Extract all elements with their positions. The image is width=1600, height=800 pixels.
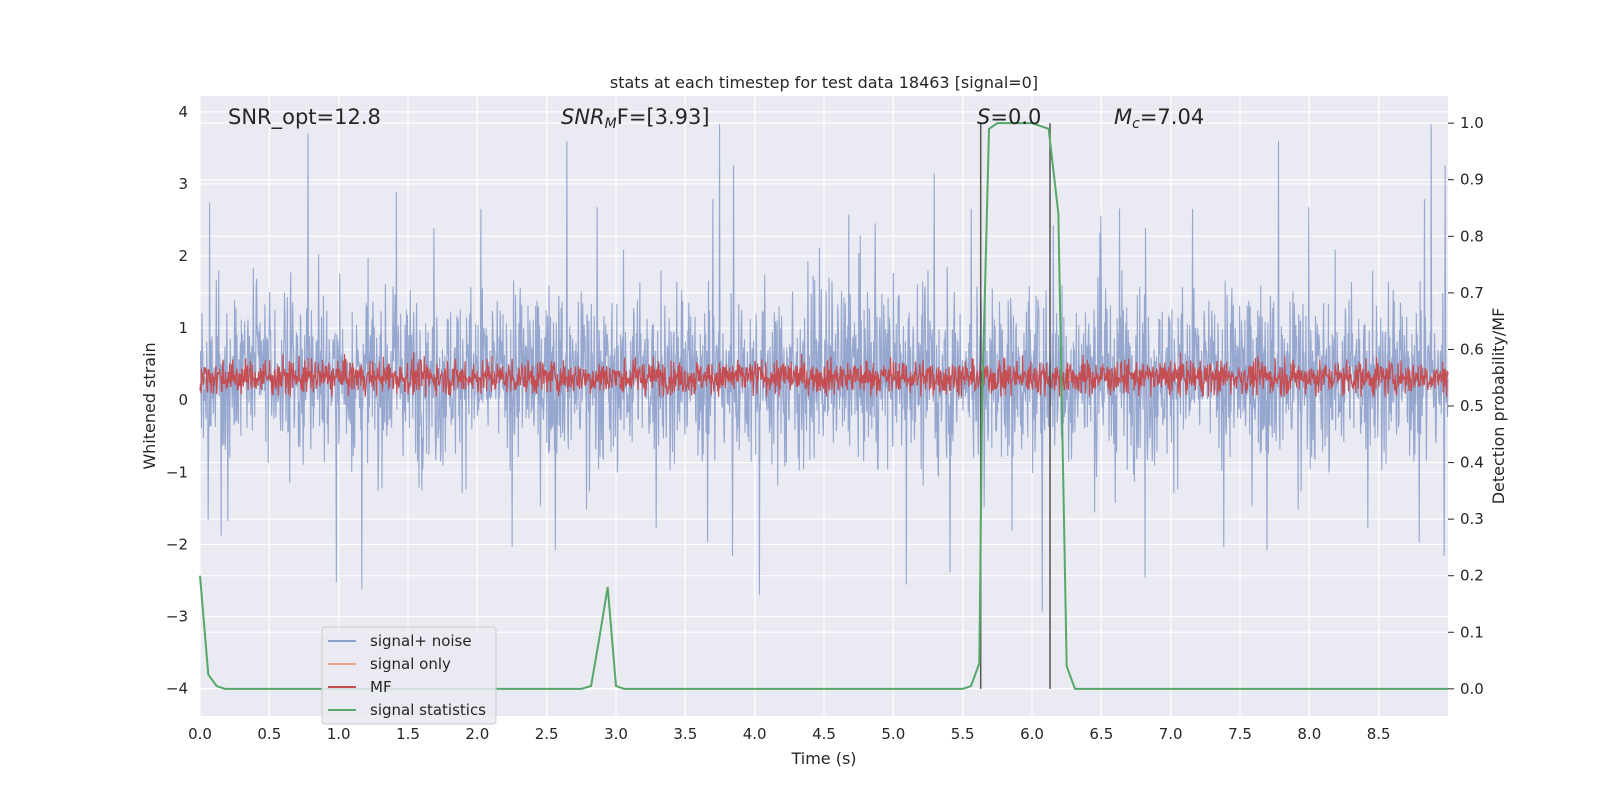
chart-title: stats at each timestep for test data 184…: [610, 73, 1038, 92]
y-axis-label: Whitened strain: [140, 342, 159, 469]
legend-label-signal-statistics: signal statistics: [370, 701, 486, 719]
y-right-tick-label: 0.5: [1460, 397, 1484, 415]
x-tick-label: 3.0: [604, 725, 628, 743]
y-right-tick-label: 0.0: [1460, 680, 1484, 698]
snr-mf-sub: M: [605, 116, 617, 132]
x-tick-label: 4.0: [743, 725, 767, 743]
y-right-tick-label: 0.4: [1460, 454, 1484, 472]
mc-main: M: [1114, 105, 1132, 129]
left-axis-ticks: 4 3 2 1 0 −1 −2 −3 −4: [166, 103, 188, 698]
snr-mf-main: SNR: [561, 105, 605, 129]
x-axis-label: Time (s): [790, 749, 856, 768]
y-right-tick-label: 1.0: [1460, 114, 1484, 132]
mf-series: [199, 352, 1449, 397]
y-right-tick-label: 0.9: [1460, 171, 1484, 189]
x-tick-label: 4.5: [812, 725, 836, 743]
x-tick-label: 5.5: [951, 725, 975, 743]
x-tick-label: 1.5: [396, 725, 420, 743]
x-tick-label: 5.0: [881, 725, 905, 743]
x-tick-label: 3.5: [673, 725, 697, 743]
y-tick-label: 2: [178, 247, 188, 265]
y-right-tick-label: 0.6: [1460, 340, 1484, 358]
right-axis-ticks: 1.0 0.9 0.8 0.7 0.6 0.5 0.4 0.3 0.2 0.1 0.0: [1448, 114, 1484, 698]
x-tick-label: 2.5: [535, 725, 559, 743]
x-tick-label: 0.5: [257, 725, 281, 743]
y-right-tick-label: 0.2: [1460, 567, 1484, 585]
x-tick-label: 6.5: [1089, 725, 1113, 743]
x-tick-label: 6.0: [1020, 725, 1044, 743]
y-tick-label: −3: [166, 608, 188, 626]
y-tick-label: −4: [166, 680, 188, 698]
legend-box: [321, 626, 497, 725]
y-right-tick-label: 0.8: [1460, 227, 1484, 245]
s-main: S: [977, 105, 990, 129]
x-axis-ticks: 0.0 0.5 1.0 1.5 2.0 2.5 3.0 3.5 4.0 4.5 5.0 5.5 6.0 6…: [188, 725, 1391, 743]
y-right-axis-label: Detection probability/MF: [1489, 308, 1508, 505]
x-tick-label: 2.0: [465, 725, 489, 743]
y-tick-label: 4: [178, 103, 188, 121]
y-right-tick-label: 0.3: [1460, 510, 1484, 528]
mf-line: [199, 352, 1449, 397]
annotation-snr-opt: SNR_opt=12.8: [228, 105, 381, 130]
x-tick-label: 8.5: [1367, 725, 1391, 743]
legend-label-mf: MF: [370, 678, 392, 696]
x-tick-label: 0.0: [188, 725, 212, 743]
signal-noise-line: [199, 124, 1449, 612]
legend: signal+ noise signal only MF signal stat…: [321, 626, 497, 725]
y-tick-label: 3: [178, 175, 188, 193]
y-right-tick-label: 0.7: [1460, 284, 1484, 302]
legend-label-signal-noise: signal+ noise: [370, 632, 472, 650]
signal-noise-series: [199, 124, 1449, 612]
y-tick-label: 0: [178, 391, 188, 409]
x-tick-label: 7.5: [1228, 725, 1252, 743]
y-tick-label: −1: [166, 463, 188, 481]
y-right-tick-label: 0.1: [1460, 623, 1484, 641]
mc-sub: c: [1132, 116, 1140, 132]
annotation-s: S=0.0: [977, 105, 1041, 129]
y-tick-label: 1: [178, 319, 188, 337]
x-tick-label: 8.0: [1297, 725, 1321, 743]
s-tail: =0.0: [990, 105, 1041, 129]
legend-label-signal-only: signal only: [370, 655, 451, 673]
x-tick-label: 1.0: [327, 725, 351, 743]
snr-mf-tail: F=[3.93]: [617, 105, 710, 129]
annotation-mc: Mc=7.04: [1114, 105, 1204, 132]
x-tick-label: 7.0: [1159, 725, 1183, 743]
annotation-snr-mf: SNRMF=[3.93]: [561, 105, 710, 132]
mc-tail: =7.04: [1140, 105, 1204, 129]
y-tick-label: −2: [166, 535, 188, 553]
